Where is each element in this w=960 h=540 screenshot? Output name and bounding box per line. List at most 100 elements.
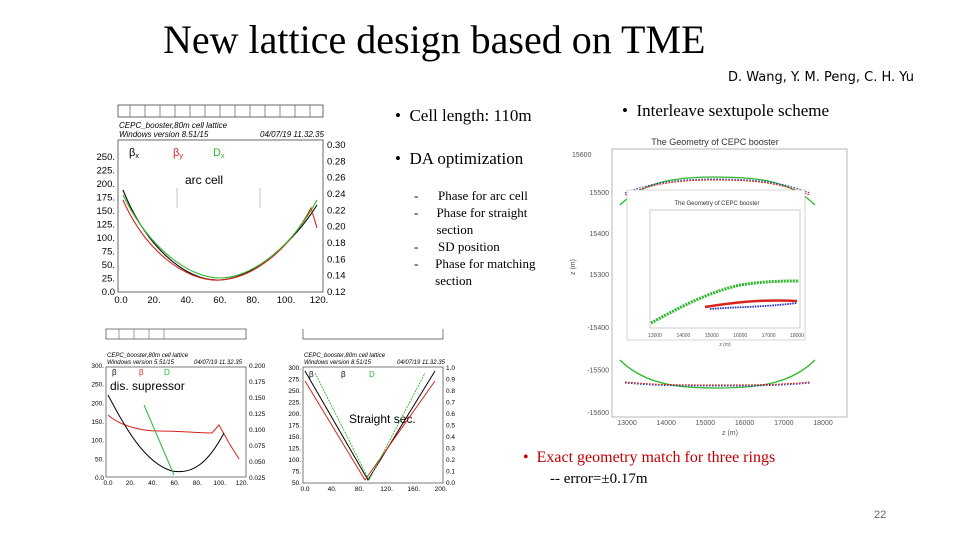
dispersion-suppressor-plot: CEPC_booster,80m cell lattice Windows ve… [91,328,266,487]
geometry-curve-top-red [624,179,811,196]
tick-label: 0.1 [446,469,455,476]
tick-label: 75. [292,469,301,476]
y-axis-right-ticks: 0.12 0.14 0.16 0.18 0.20 0.22 0.24 0.26 0.28 0.30 [327,140,346,298]
tick-label: 275. [288,377,301,384]
plot-header: CEPC_booster,80m cell lattice [119,121,228,130]
tick-label: 0.0 [103,480,112,487]
tick-label: 250. [97,152,116,163]
tick-label: 0.200 [249,363,266,370]
geometry-plot-title: The Geometry of CEPC booster [651,137,779,147]
list-item: - Phase for arc cell [414,188,528,203]
y-tick-label: 15600 [572,152,592,159]
bullet-marker: • [622,101,637,120]
tick-label: 100. [213,480,226,487]
bullet-exact-geometry: • Exact geometry match for three rings [523,449,775,467]
tick-label: 50. [95,456,104,463]
bullet-text: Interleave sextupole scheme [636,101,830,120]
magnet-layout-bar [117,104,324,118]
tick-label: 0.0 [114,295,127,305]
magnet-layout-bar [302,329,444,340]
tick-label: 80. [355,486,364,493]
slide-authors: D. Wang, Y. M. Peng, C. H. Yu [727,70,914,85]
bullet-text: Cell length: 110m [409,106,532,125]
legend-dispersion: D [164,368,170,377]
da-sub-list: - Phase for arc cell - Phase for straight … [414,187,559,289]
tick-label: 0.100 [249,427,266,434]
bullet-interleave: • Interleave sextupole scheme [622,101,829,121]
tick-label: 17000 [774,420,794,427]
beta-y-curve [304,380,436,481]
bullet-text: DA optimization [409,149,524,168]
tick-label: 0.7 [446,400,455,407]
tick-label: 200. [91,400,104,407]
tick-label: 250. [91,382,104,389]
tick-label: 0.9 [446,377,455,384]
legend-beta-y: βy [173,147,183,160]
tick-label: -15600 [587,410,609,417]
tick-label: 0.075 [249,443,266,450]
beta-y-curve [107,414,240,460]
tick-label: 15000 [696,420,716,427]
tick-label: 300. [288,365,301,372]
tick-label: 0.025 [249,475,266,482]
x-axis-ticks: 0.0 40. 80. 120. 160. 200. [300,486,447,493]
plot-window: Windows version 8.51/15 [304,360,372,366]
plot-header: CEPC_booster,80m cell lattice [304,353,386,359]
arc-cell-label: arc cell [185,173,223,187]
tick-label: 0.16 [327,254,346,265]
inset-curve-red [704,299,798,309]
tick-label: 0.5 [446,423,455,430]
tick-label: 0.0 [446,480,455,487]
dispersion-curve [314,372,426,481]
tick-label: 0.150 [249,395,266,402]
tick-label: 125. [97,220,116,231]
tick-label: 120. [380,486,393,493]
straight-section-plot: CEPC_booster,80m cell lattice Windows ve… [288,329,455,493]
tick-label: 0.2 [446,457,455,464]
dispersion-curve [143,404,175,476]
list-item: - Phase for straight section [414,205,528,237]
tick-label: 100. [91,438,104,445]
arc-cell-lattice-plot: CEPC_booster,80m cell lattice Windows ve… [97,104,346,305]
tick-label: 225. [288,400,301,407]
tick-label: 100. [288,457,301,464]
x-axis-label: z (m) [722,430,738,437]
inset-x-ticks: 13000 14000 15000 16000 17000 18000 [648,333,804,339]
tick-label: 15300 [590,272,610,279]
tick-label: 125. [288,446,301,453]
plot-frame [302,366,444,484]
tick-label: 0.22 [327,205,346,216]
tick-label: 40. [180,295,193,305]
plot-timestamp: 04/07/19 11.32.35 [397,360,446,366]
legend-dispersion: Dx [213,147,225,160]
tick-label: 100. [97,233,116,244]
tick-label: 13000 [648,333,662,339]
tick-label: -15500 [587,368,609,375]
bullet-marker: • [523,449,537,466]
geometry-plot: The Geometry of CEPC booster 15600 15500… [570,137,848,437]
tick-label: 200. [288,411,301,418]
y-axis-left-ticks: 0.0 25. 50. 75. 100. 125. 150. 175. 200. 225. 250. [97,152,116,298]
inset-curve-green [650,279,800,325]
error-text: -- error=±0.17m [550,471,648,487]
slide-title: New lattice design based on TME [163,17,706,62]
bullet-cell-length: • Cell length: 110m [395,106,532,126]
tick-label: 150. [91,419,104,426]
tick-label: 200. [97,179,116,190]
tick-label: 100. [277,295,296,305]
tick-label: 15000 [705,333,719,339]
x-axis-ticks: 0.0 20. 40. 60. 80. 100. 120. [103,480,248,487]
tick-label: 0.4 [446,434,455,441]
beta-x-curve [304,370,436,481]
tick-label: 0.0 [102,287,115,298]
plot-timestamp: 04/07/19 11.32.35 [194,360,243,366]
tick-label: 80. [246,295,259,305]
dispersion-curve [122,194,318,279]
geometry-curve-bottom-green [619,359,816,389]
plot-window: Windows version 5.51/15 [107,360,175,366]
tick-label: 20. [147,295,160,305]
tick-label: 0.26 [327,173,346,184]
geometry-curve-top-blue [624,178,811,194]
inset-curve-blue [709,302,798,310]
tick-label: 300. [91,363,104,370]
